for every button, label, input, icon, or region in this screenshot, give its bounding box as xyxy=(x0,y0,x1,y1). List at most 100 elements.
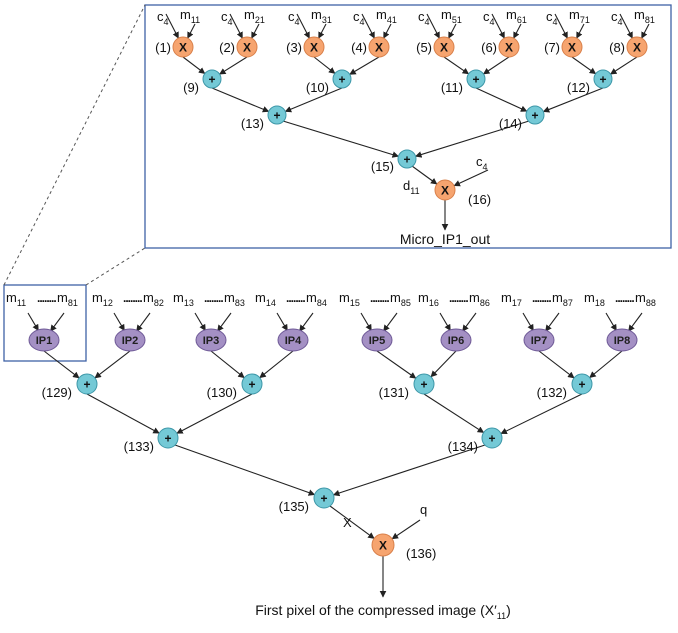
ip-input-edge-right-5 xyxy=(383,312,398,332)
ip-last-input-7: m87 xyxy=(552,290,573,308)
adder-l1-label-1: (9) xyxy=(183,80,199,95)
macro-final-edge-q xyxy=(391,519,421,540)
multiplier-node-6-symbol: X xyxy=(505,41,513,55)
ip-block-1 xyxy=(28,328,60,352)
macro-adder-l2-2-symbol: + xyxy=(488,432,495,446)
m-input-label-1: m11 xyxy=(180,7,200,25)
ip-input-edge-right-1 xyxy=(50,312,65,332)
zoom-connector-right xyxy=(85,247,146,286)
macro-adder-l1-label-4: (132) xyxy=(537,385,567,400)
ip-block-5-label: IP5 xyxy=(369,335,386,347)
macro-l2-edge-b-1 xyxy=(176,393,253,434)
m-input-edge-8 xyxy=(641,23,650,39)
macro-adder-l1-1 xyxy=(76,373,98,395)
nodes-layer xyxy=(28,36,648,557)
adder-l2-label-1: (13) xyxy=(241,116,264,131)
final-macro-multiplier-label: (136) xyxy=(406,546,436,561)
m-input-label-8: m81 xyxy=(634,7,655,25)
ip-block-7 xyxy=(523,328,555,352)
macro-adder-l1-3-symbol: + xyxy=(420,378,427,392)
multiplier-node-1 xyxy=(172,36,194,58)
ip-dots-1: ........ xyxy=(37,291,56,305)
macro-adder-l3 xyxy=(313,487,335,509)
macro-l2-edge-a-1 xyxy=(86,393,160,434)
micro-l3-edge-a xyxy=(282,120,400,158)
ip-dots-4: ........ xyxy=(286,291,305,305)
macro-adder-l1-4 xyxy=(571,373,593,395)
ip-input-edge-left-1 xyxy=(27,312,39,332)
mult-node-label-8: (8) xyxy=(609,40,625,55)
macro-final-edge-x xyxy=(329,505,375,539)
ip-block-4 xyxy=(277,328,309,352)
macro-adder-l3-label: (135) xyxy=(279,499,309,514)
multiplier-node-2-symbol: X xyxy=(243,41,251,55)
micro-l1-edge-a-1 xyxy=(182,56,206,74)
m-input-edge-3 xyxy=(318,23,327,39)
ip-block-4-label: IP4 xyxy=(285,335,302,347)
ip-input-edge-right-2 xyxy=(136,312,151,332)
ip-block-6-label: IP6 xyxy=(448,335,465,347)
ip-input-edge-right-6 xyxy=(462,312,477,332)
c-input-edge-5 xyxy=(426,13,440,39)
adder-node-l3 xyxy=(397,149,417,169)
mult-node-label-5: (5) xyxy=(416,40,432,55)
ip-block-3 xyxy=(195,328,227,352)
macro-l2-edge-b-2 xyxy=(500,393,583,435)
adder-node-l1-3-symbol: + xyxy=(472,73,479,87)
mult-node-label-4: (4) xyxy=(351,40,367,55)
labels-layer: c4 m11 (1) c4 m21 (2) c4 m31 (3) c4 m41 (4) c4 m51 (5)… xyxy=(6,7,656,621)
c-input-edge-7 xyxy=(554,13,568,39)
macro-adder-l1-label-1: (129) xyxy=(42,385,72,400)
ip-input-edge-left-6 xyxy=(439,312,451,332)
final-macro-x-label: X xyxy=(343,515,352,530)
macro-l1-edge-a-3 xyxy=(376,350,417,379)
m-input-label-2: m21 xyxy=(244,7,265,25)
adder-l1-label-3: (11) xyxy=(441,80,463,95)
macro-adder-l1-label-3: (131) xyxy=(379,385,409,400)
multiplier-node-5 xyxy=(433,36,455,58)
micro-l1-edge-a-4 xyxy=(571,56,597,75)
micro-l1-edge-b-1 xyxy=(219,56,248,75)
ip-block-6 xyxy=(440,328,472,352)
ip-last-input-6: m86 xyxy=(469,290,490,308)
micro-l2-edge-b-1 xyxy=(284,87,343,113)
macro-adder-l2-label-2: (134) xyxy=(448,439,478,454)
micro-l1-edge-b-2 xyxy=(349,56,380,75)
ip-dots-5: ........ xyxy=(370,291,389,305)
m-input-edge-5 xyxy=(448,23,457,39)
final-micro-d-label: d11 xyxy=(403,178,420,196)
ip-last-input-8: m88 xyxy=(635,290,656,308)
ip-input-edge-right-3 xyxy=(217,312,232,332)
mult-node-label-2: (2) xyxy=(219,40,235,55)
macro-adder-l1-4-symbol: + xyxy=(578,378,585,392)
final-micro-c-label: c4 xyxy=(476,154,488,172)
c-input-edge-4 xyxy=(361,13,375,39)
micro-zoom-frame xyxy=(144,4,672,249)
ip-block-8 xyxy=(606,328,638,352)
c-input-label-4: c4 xyxy=(353,9,365,27)
adder-l3-label: (15) xyxy=(371,159,394,174)
c-input-edge-3 xyxy=(296,13,310,39)
ip-first-input-8: m18 xyxy=(584,290,605,308)
ip-first-input-5: m15 xyxy=(339,290,360,308)
macro-l1-edge-b-3 xyxy=(430,350,457,378)
c-input-label-8: c4 xyxy=(611,9,623,27)
multiplier-node-7 xyxy=(561,36,583,58)
macro-adder-l1-2-symbol: + xyxy=(248,378,255,392)
multiplier-node-7-symbol: X xyxy=(568,41,576,55)
m-input-label-4: m41 xyxy=(376,7,397,25)
adder-node-l3-symbol: + xyxy=(403,153,410,167)
m-input-edge-7 xyxy=(576,23,585,39)
ip-input-edge-right-4 xyxy=(299,312,314,332)
micro-final-edge-d xyxy=(411,165,438,185)
mult-node-label-7: (7) xyxy=(544,40,560,55)
micro-l2-edge-b-2 xyxy=(542,87,604,113)
ip-dots-6: ........ xyxy=(449,291,468,305)
adder-node-l2-2-symbol: + xyxy=(531,109,538,123)
c-input-edge-6 xyxy=(491,13,505,39)
micro-l1-edge-b-3 xyxy=(482,56,510,75)
mult-node-label-6: (6) xyxy=(481,40,497,55)
multiplier-node-4 xyxy=(368,36,390,58)
ip-input-edge-left-4 xyxy=(276,312,288,332)
